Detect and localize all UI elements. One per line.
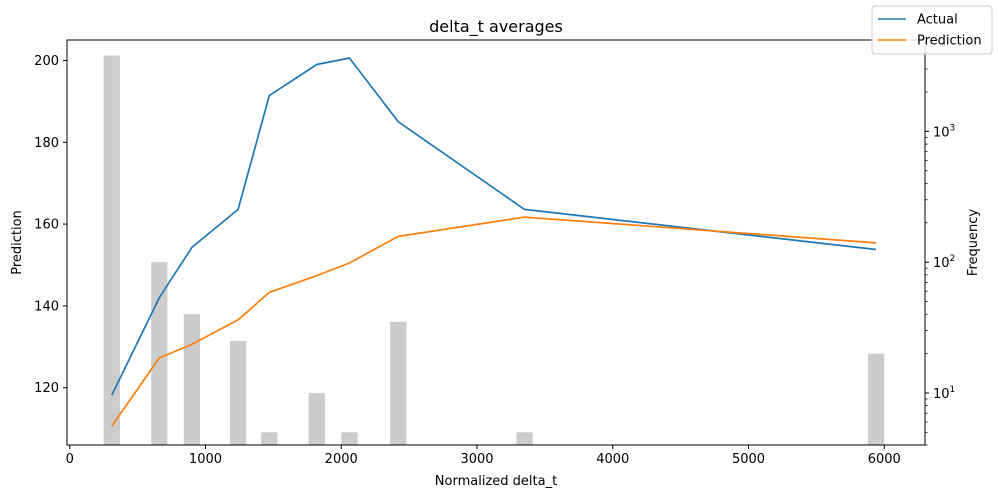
series-line-prediction — [111, 216, 877, 427]
histogram-bar — [183, 314, 201, 445]
x-tick-label: 4000 — [596, 452, 629, 467]
y-tick-label: 120 — [34, 381, 59, 396]
y-tick-label: 140 — [34, 299, 59, 314]
x-tick-label: 0 — [66, 452, 74, 467]
plot-frame — [66, 39, 926, 446]
y2-axis-ticks: 101 102 103 — [925, 52, 955, 446]
histogram-bar — [867, 353, 885, 445]
histogram-bar — [229, 340, 247, 445]
y2-axis-label: Frequency — [966, 209, 981, 276]
histogram-bar — [103, 55, 120, 445]
y-tick-label: 160 — [34, 218, 59, 233]
x-axis-ticks: 0 1000 2000 3000 4000 5000 6000 — [66, 445, 901, 467]
chart-title: delta_t averages — [429, 17, 563, 37]
histogram-bars — [103, 55, 885, 445]
histogram-bar — [516, 432, 533, 445]
legend-label-prediction: Prediction — [917, 34, 982, 49]
series-line-actual — [111, 57, 877, 396]
y-axis-ticks: 120 140 160 180 200 — [34, 54, 67, 396]
y2-tick-label: 101 — [933, 385, 955, 402]
y-tick-label: 200 — [34, 54, 59, 69]
x-axis-label: Normalized delta_t — [435, 474, 557, 489]
legend: Actual Prediction — [871, 5, 993, 55]
y2-tick-label: 103 — [933, 123, 955, 140]
histogram-bar — [261, 432, 278, 445]
x-tick-label: 3000 — [460, 452, 493, 467]
legend-box — [871, 5, 993, 55]
y-axis-label: Prediction — [10, 210, 25, 275]
histogram-bar — [341, 432, 358, 445]
histogram-bar — [390, 321, 407, 445]
x-tick-label: 5000 — [732, 452, 765, 467]
x-tick-label: 2000 — [325, 452, 358, 467]
y2-tick-label: 102 — [933, 254, 955, 271]
histogram-bar — [308, 392, 325, 445]
x-tick-label: 1000 — [189, 452, 222, 467]
x-tick-label: 6000 — [868, 452, 901, 467]
legend-label-actual: Actual — [917, 13, 958, 28]
y-tick-label: 180 — [34, 136, 59, 151]
series-lines — [111, 57, 877, 427]
